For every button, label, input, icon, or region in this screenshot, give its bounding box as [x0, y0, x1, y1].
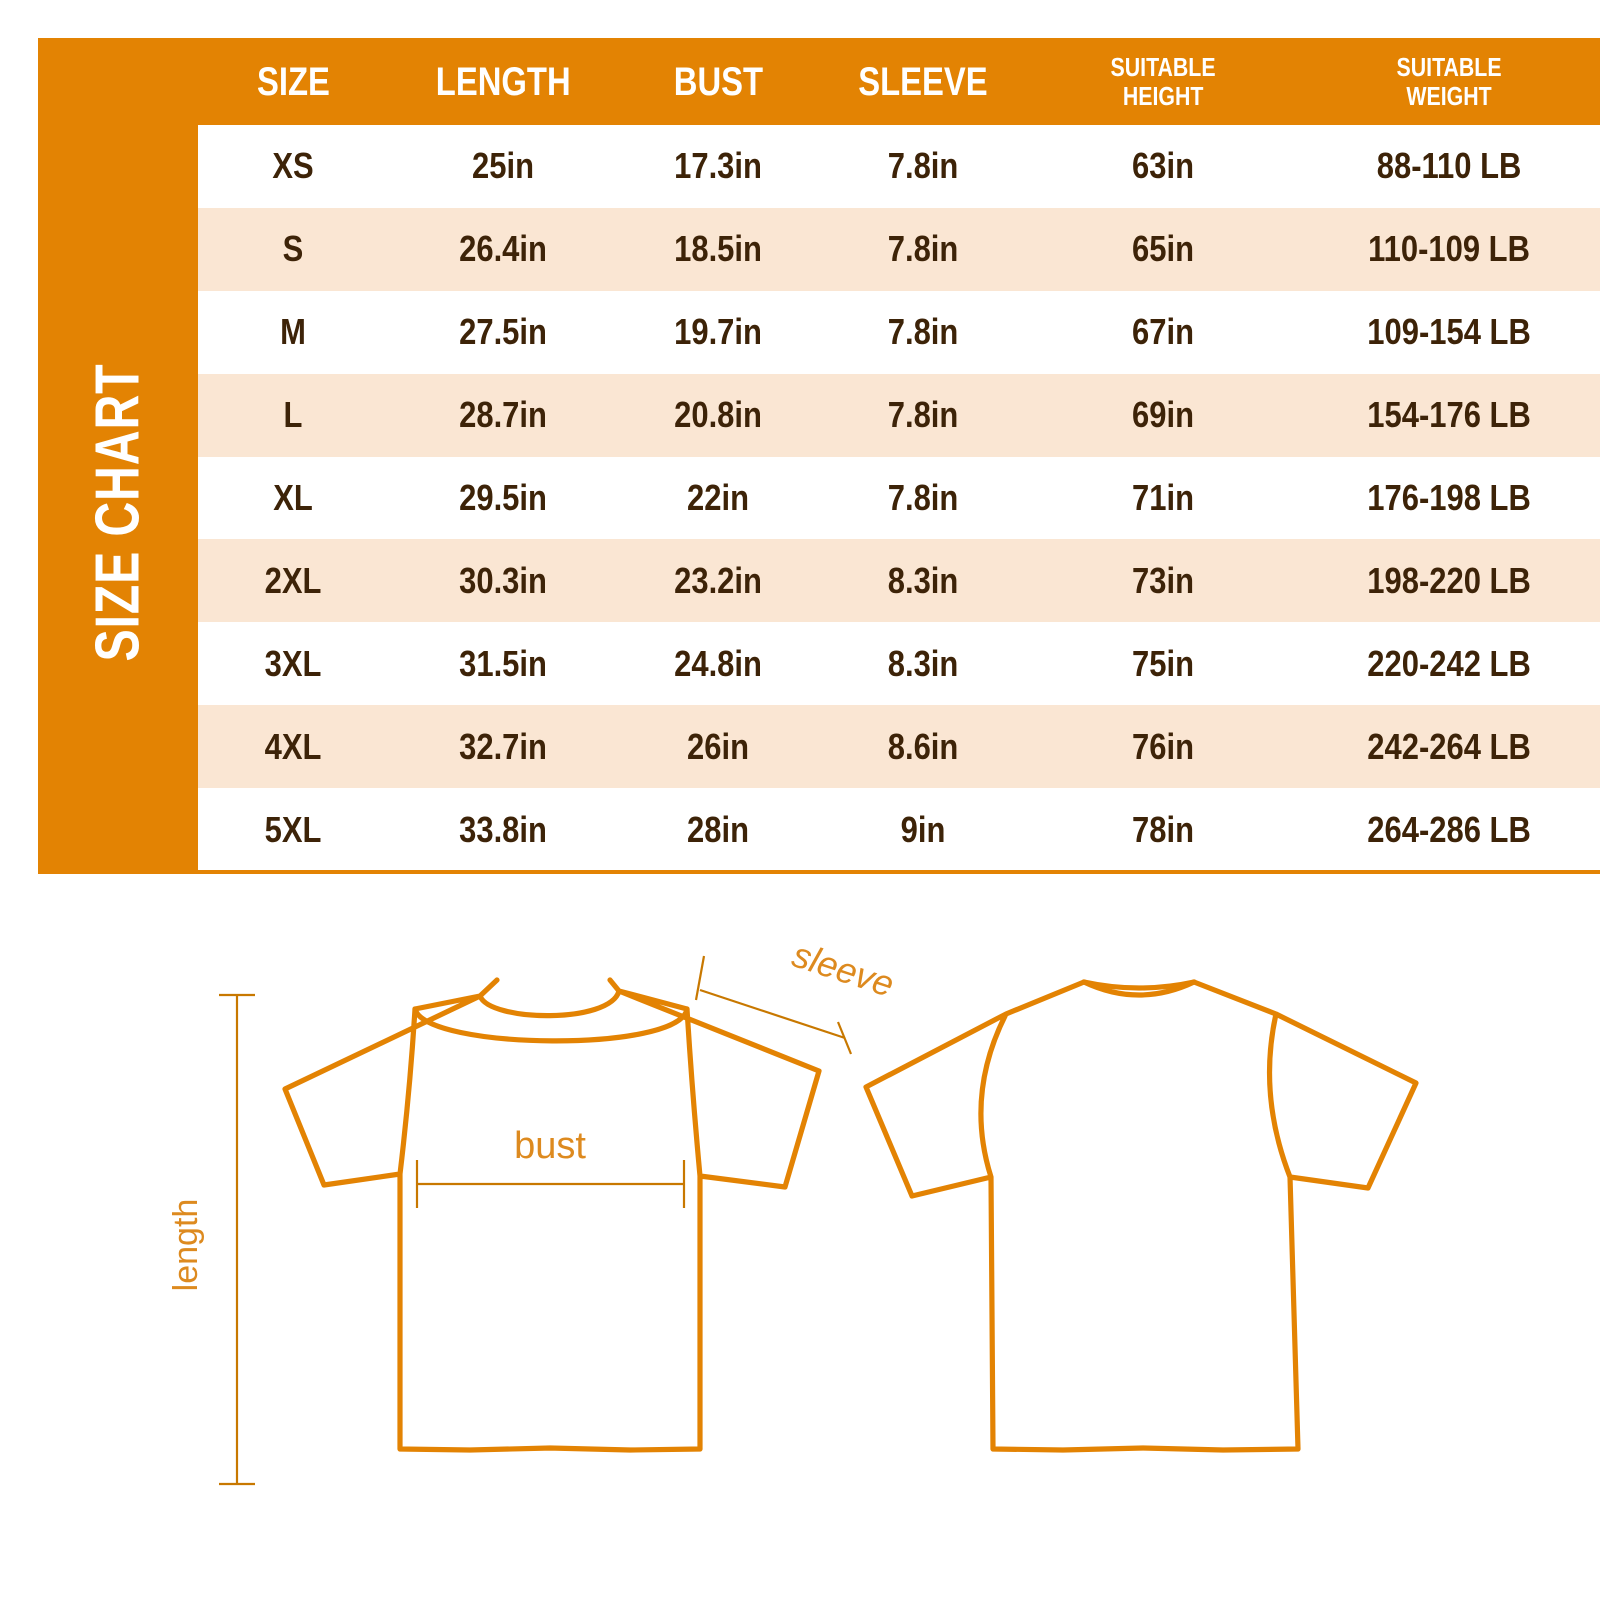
- svg-text:bust: bust: [514, 1125, 586, 1167]
- svg-text:sleeve: sleeve: [788, 934, 900, 1005]
- svg-text:length: length: [167, 1199, 205, 1292]
